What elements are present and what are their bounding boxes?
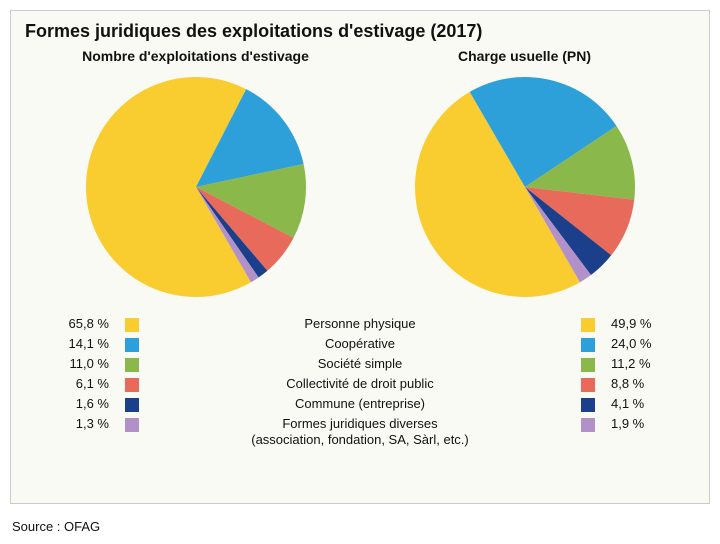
legend-left-pct: 6,1 % [29,376,119,391]
legend-row: 1,6 % Commune (entreprise) 4,1 % [29,396,691,412]
legend-swatch-left [119,376,145,392]
legend-swatch-right [575,376,601,392]
charts-row: Nombre d'exploitations d'estivage Charge… [11,48,709,302]
legend-label: Personne physique [145,316,575,331]
main-title: Formes juridiques des exploitations d'es… [11,11,709,48]
legend-swatch-left [119,356,145,372]
swatch-icon [581,398,595,412]
swatch-icon [581,378,595,392]
legend-right-pct: 11,2 % [601,356,691,371]
legend-right-pct: 49,9 % [601,316,691,331]
legend-swatch-left [119,396,145,412]
legend-swatch-right [575,396,601,412]
legend-label: Société simple [145,356,575,371]
chart-panel: Formes juridiques des exploitations d'es… [10,10,710,504]
right-subtitle: Charge usuelle (PN) [458,48,591,64]
legend-swatch-left [119,316,145,332]
swatch-icon [581,338,595,352]
right-chart-col: Charge usuelle (PN) [360,48,689,302]
legend-row: 11,0 % Société simple 11,2 % [29,356,691,372]
legend-label: Formes juridiques diverses(association, … [145,416,575,447]
legend-swatch-right [575,356,601,372]
legend-label: Collectivité de droit public [145,376,575,391]
legend-swatch-right [575,416,601,432]
legend-row: 65,8 % Personne physique 49,9 % [29,316,691,332]
legend-left-pct: 11,0 % [29,356,119,371]
pie-left [81,72,311,302]
legend-left-pct: 1,6 % [29,396,119,411]
legend-row: 14,1 % Coopérative 24,0 % [29,336,691,352]
legend-label: Coopérative [145,336,575,351]
legend-left-pct: 14,1 % [29,336,119,351]
legend-left-pct: 65,8 % [29,316,119,331]
legend-right-pct: 8,8 % [601,376,691,391]
legend-right-pct: 1,9 % [601,416,691,431]
left-subtitle: Nombre d'exploitations d'estivage [82,48,309,64]
swatch-icon [581,318,595,332]
source-label: Source : OFAG [12,519,100,534]
pie-right [410,72,640,302]
legend: 65,8 % Personne physique 49,9 % 14,1 % Coopé… [11,316,709,463]
legend-swatch-left [119,416,145,432]
legend-swatch-left [119,336,145,352]
legend-swatch-right [575,336,601,352]
swatch-icon [125,358,139,372]
swatch-icon [581,358,595,372]
swatch-icon [125,318,139,332]
legend-row: 1,3 % Formes juridiques diverses(associat… [29,416,691,447]
swatch-icon [125,418,139,432]
legend-swatch-right [575,316,601,332]
legend-row: 6,1 % Collectivité de droit public 8,8 % [29,376,691,392]
swatch-icon [125,338,139,352]
left-chart-col: Nombre d'exploitations d'estivage [31,48,360,302]
swatch-icon [125,378,139,392]
legend-right-pct: 24,0 % [601,336,691,351]
legend-right-pct: 4,1 % [601,396,691,411]
legend-label: Commune (entreprise) [145,396,575,411]
legend-left-pct: 1,3 % [29,416,119,431]
swatch-icon [581,418,595,432]
swatch-icon [125,398,139,412]
